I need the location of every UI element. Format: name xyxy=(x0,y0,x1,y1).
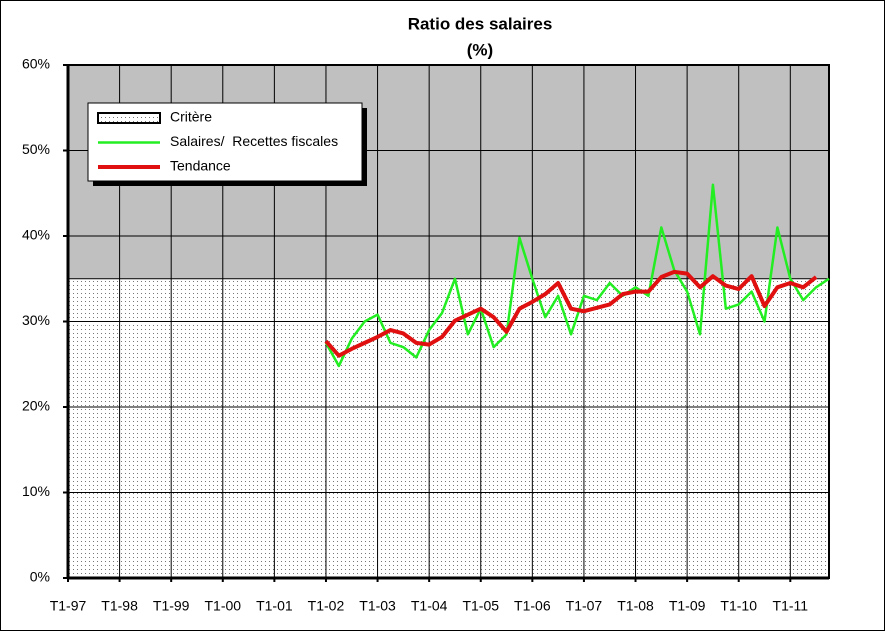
x-tick-label: T1-03 xyxy=(359,598,396,614)
series-line xyxy=(324,183,830,368)
legend-label: Critère xyxy=(170,109,212,125)
x-tick-label: T1-08 xyxy=(617,598,654,614)
x-tick-label: T1-01 xyxy=(256,598,293,614)
legend-label: Salaires/ Recettes fiscales xyxy=(170,133,338,149)
x-tick-label: T1-11 xyxy=(773,598,809,614)
x-tick-label: T1-02 xyxy=(308,598,345,614)
x-tick-label: T1-98 xyxy=(101,598,138,614)
series-line xyxy=(324,269,818,358)
y-tick-label: 0% xyxy=(30,569,50,585)
x-tick-label: T1-97 xyxy=(50,598,87,614)
chart-subtitle: (%) xyxy=(467,40,493,59)
x-tick-label: T1-04 xyxy=(411,598,448,614)
x-tick-label: T1-06 xyxy=(514,598,551,614)
x-tick-label: T1-00 xyxy=(204,598,241,614)
x-tick-label: T1-07 xyxy=(566,598,603,614)
x-tick-label: T1-99 xyxy=(153,598,190,614)
y-tick-label: 30% xyxy=(22,312,50,328)
legend-label: Tendance xyxy=(170,158,231,174)
y-tick-label: 20% xyxy=(22,398,50,414)
x-tick-label: T1-05 xyxy=(462,598,499,614)
y-tick-label: 40% xyxy=(22,227,50,243)
x-tick-label: T1-10 xyxy=(720,598,757,614)
y-tick-label: 50% xyxy=(22,141,50,157)
y-tick-label: 60% xyxy=(22,56,50,72)
x-tick-label: T1-09 xyxy=(669,598,706,614)
legend-swatch xyxy=(97,112,161,124)
y-tick-label: 10% xyxy=(22,483,50,499)
chart-title: Ratio des salaires xyxy=(408,14,553,33)
area xyxy=(67,278,830,579)
